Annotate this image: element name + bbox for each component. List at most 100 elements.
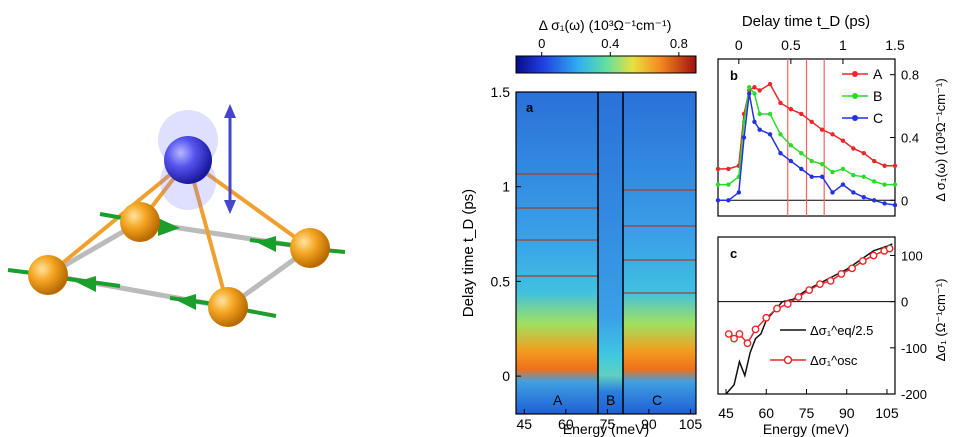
data-point-C [747,91,752,96]
data-point-C [882,201,887,206]
data-point-C [715,198,721,203]
apical-atom [164,136,212,184]
data-point-C [757,127,762,132]
data-point-C [892,202,898,208]
osc-point [743,339,752,348]
base-atom [28,255,68,295]
data-point-B [747,85,752,90]
data-point-B [757,111,762,117]
osc-point [848,264,856,273]
data-point-A [726,166,731,172]
right-tick-label: -200 [901,387,927,402]
panel-c-xlabel: Energy (meV) [763,421,849,437]
osc-point [826,276,835,285]
osc-point [730,334,738,343]
x-tick-label: 45 [517,416,533,432]
data-point-A [767,81,773,87]
x-tick-label: 90 [839,405,855,421]
data-point-B [809,158,814,164]
data-point-B [767,111,773,117]
data-point-A [830,132,835,137]
data-point-B [715,182,721,187]
region-label-a: A [553,392,563,408]
legend-label: B [873,88,882,104]
data-point-C [851,190,856,195]
right-tick-label: 0 [901,295,908,310]
lattice-illustration [7,104,346,327]
data-point-A [752,85,757,90]
y-tick-label: 0.5 [491,273,511,289]
data-point-B [882,182,887,187]
colorbar-tick-label: 0 [538,36,545,51]
legend-marker [852,115,858,121]
data-point-C [741,135,747,140]
data-point-B [840,166,846,172]
colorbar-label: Δ σ₁(ω) (10³Ω⁻¹cm⁻¹) [539,17,672,33]
osc-point [735,330,744,338]
osc-point [783,300,792,308]
base-atom [120,202,160,242]
x-tick-label: 90 [641,416,657,432]
data-point-A [871,158,877,164]
osc-point [885,244,894,253]
legend-label: C [873,110,883,126]
data-point-B [819,161,825,167]
panel-a-letter: a [526,100,534,115]
x-tick-label: 60 [758,405,774,421]
legend-marker [852,93,858,99]
top-tick-label: 1.5 [885,37,905,53]
data-point-A [809,119,814,125]
base-atom [208,287,248,327]
data-point-B [871,179,877,184]
right-tick-label: 0.8 [901,68,919,83]
data-point-C [819,174,825,179]
colorbar-gradient [515,55,697,74]
base-atom [290,228,330,268]
data-point-A [757,88,762,93]
osc-point [837,270,846,278]
y-tick-label: 0 [502,368,510,384]
data-point-A [819,127,825,132]
top-tick-label: 0.5 [781,37,801,53]
osc-point [751,325,760,334]
data-point-A [861,151,866,156]
legend-label: A [873,66,883,82]
right-tick-label: 100 [901,248,923,263]
data-point-B [778,132,783,137]
panel-c: c 100 0 -100 -200 45 60 75 90 105 Δσ₁^eq/2.5 Δσ… [717,236,948,437]
data-point-A [851,146,856,151]
panel-c-letter: c [730,246,737,261]
legend-osc: Δσ₁^osc [810,353,858,368]
x-tick-label: 105 [875,405,899,421]
colorbar-tick-label: 0.4 [601,36,619,51]
osc-point [805,286,814,295]
osc-point [724,330,733,338]
osc-point [869,251,878,260]
panel-b-top-label: Delay time t_D (ps) [742,13,870,30]
data-point-B [752,91,757,96]
data-point-B [861,174,866,179]
data-point-C [799,166,804,172]
osc-point [858,257,867,265]
x-tick-label: 45 [718,405,734,421]
data-point-C [767,132,773,137]
osc-point [762,313,771,322]
data-point-A [892,163,898,168]
delay-lines [516,173,696,294]
right-tick-label: 0 [901,193,908,208]
region-label-b: B [606,392,615,408]
data-point-A [715,166,721,172]
data-point-C [726,198,731,203]
data-point-C [809,174,814,179]
top-tick-label: 1 [839,37,847,53]
data-point-C [871,198,877,203]
right-tick-label: -100 [901,341,927,356]
data-point-A [788,107,794,112]
data-point-A [778,100,783,106]
data-point-A [840,138,846,143]
data-point-C [778,151,783,156]
x-tick-label: 75 [600,416,616,432]
osc-point [816,280,824,288]
data-point-C [830,190,835,195]
